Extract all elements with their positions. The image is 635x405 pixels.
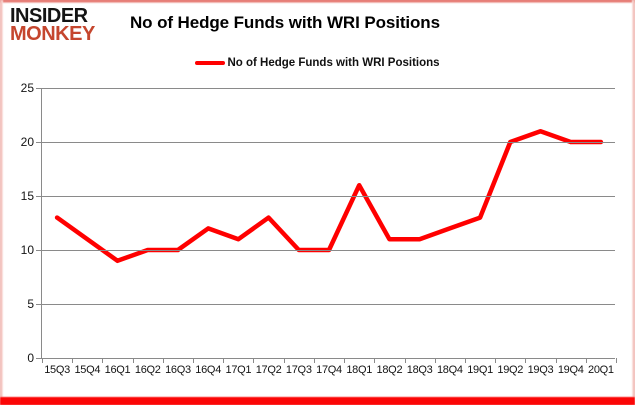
frame-border-top — [0, 0, 635, 3]
x-axis-label-19Q2: 19Q2 — [497, 364, 524, 376]
x-axis-label-18Q2: 18Q2 — [376, 364, 403, 376]
x-axis-tick-9 — [313, 358, 315, 363]
logo-line-insider: INSIDER — [10, 5, 88, 27]
plot-area: 0 5 10 15 20 25 15Q3 15Q4 16Q1 16Q2 16Q3 16Q4 17Q1 17… — [21, 81, 617, 376]
x-axis-label-15Q3: 15Q3 — [44, 364, 70, 376]
x-axis-label-18Q4: 18Q4 — [436, 364, 463, 376]
y-axis-tick-5 — [36, 304, 42, 305]
x-axis-label-20Q1: 20Q1 — [588, 364, 614, 376]
legend-label: No of Hedge Funds with WRI Positions — [227, 57, 440, 69]
x-axis-label-17Q2: 17Q2 — [255, 364, 282, 376]
y-axis-tick-0 — [36, 358, 42, 359]
x-axis-label-16Q3: 16Q3 — [165, 364, 191, 376]
x-axis-tick-6 — [223, 358, 225, 363]
y-axis-tick-15 — [36, 196, 42, 197]
x-axis-tick-4 — [162, 358, 164, 363]
chart-title: No of Hedge Funds with WRI Positions — [130, 13, 440, 32]
x-axis-label-19Q3: 19Q3 — [527, 364, 554, 376]
x-axis-tick-15 — [495, 358, 497, 363]
x-axis-label-18Q3: 18Q3 — [406, 364, 433, 376]
y-axis-label-15: 15 — [20, 189, 34, 203]
x-axis-label-18Q1: 18Q1 — [346, 364, 373, 376]
x-axis-tick-8 — [283, 358, 285, 363]
x-axis-label-16Q1: 16Q1 — [104, 364, 131, 376]
x-axis-tick-11 — [374, 358, 376, 363]
legend-line-swatch — [195, 61, 226, 65]
x-axis-tick-7 — [253, 358, 255, 363]
y-axis-tick-20 — [36, 142, 42, 143]
x-axis-tick-3 — [132, 358, 134, 363]
x-axis-label-15Q4: 15Q4 — [74, 364, 101, 376]
x-axis-tick-16 — [525, 358, 527, 363]
x-axis-label-19Q4: 19Q4 — [557, 364, 584, 376]
x-axis-tick-0 — [42, 358, 43, 363]
y-axis-label-10: 10 — [20, 243, 34, 257]
gridline-y-10 — [42, 250, 615, 251]
series-svg — [54, 128, 604, 264]
gridline-y-0 — [42, 358, 615, 359]
gridline-y-15 — [42, 196, 615, 197]
frame-border-bottom — [0, 397, 635, 405]
x-axis-tick-12 — [404, 358, 406, 363]
x-axis-tick-1 — [72, 358, 74, 363]
x-axis-label-17Q3: 17Q3 — [285, 364, 312, 376]
x-axis-label-16Q4: 16Q4 — [195, 364, 222, 376]
y-axis-label-5: 5 — [27, 297, 34, 311]
gridline-y-25 — [42, 88, 615, 89]
y-axis-label-25: 25 — [20, 81, 34, 95]
x-axis-tick-17 — [555, 358, 557, 363]
legend: No of Hedge Funds with WRI Positions — [0, 55, 635, 71]
insider-monkey-logo: INSIDER MONKEY — [10, 5, 95, 46]
x-axis-label-17Q1: 17Q1 — [225, 364, 252, 376]
x-axis-label-19Q1: 19Q1 — [467, 364, 493, 376]
gridline-y-20 — [42, 142, 615, 143]
y-axis-label-0: 0 — [27, 351, 34, 365]
x-axis-label-17Q4: 17Q4 — [316, 364, 342, 376]
y-axis-label-20: 20 — [20, 135, 34, 149]
gridline-y-5 — [42, 304, 615, 305]
x-axis-tick-14 — [464, 358, 466, 363]
logo-line-monkey: MONKEY — [10, 23, 95, 46]
x-axis-tick-19 — [616, 358, 617, 363]
x-axis-tick-2 — [102, 358, 104, 363]
y-axis-tick-25 — [36, 88, 42, 89]
x-axis-tick-13 — [434, 358, 436, 363]
x-axis-tick-18 — [585, 358, 587, 363]
y-axis-tick-10 — [36, 250, 42, 251]
x-axis-tick-10 — [344, 358, 346, 363]
x-axis-label-16Q2: 16Q2 — [134, 364, 161, 376]
x-axis-tick-5 — [193, 358, 195, 363]
